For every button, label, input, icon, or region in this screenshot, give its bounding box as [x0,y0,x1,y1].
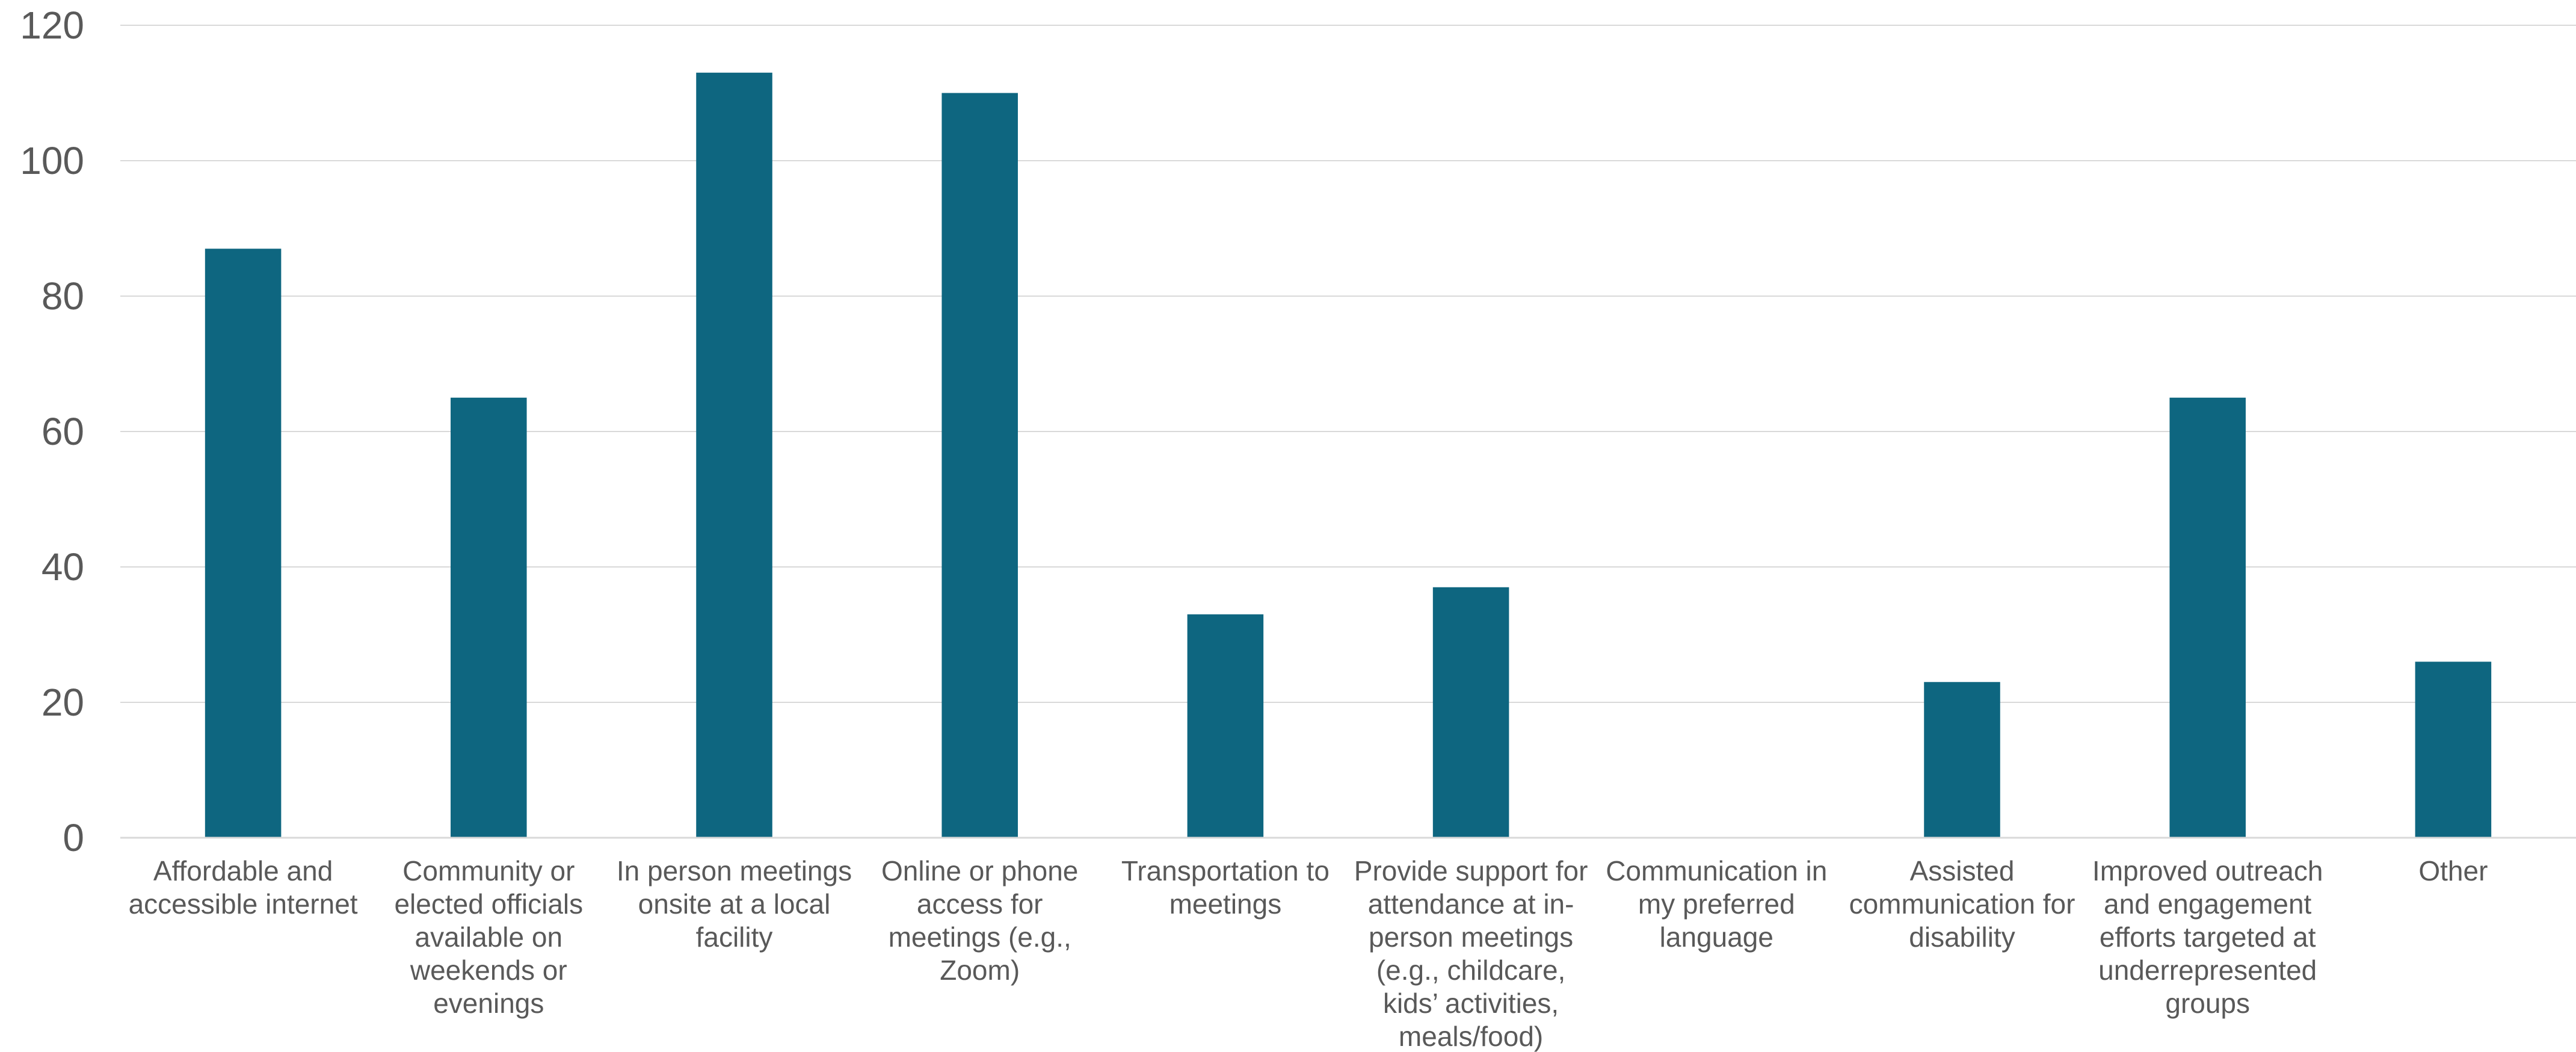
x-axis-category-labels: Affordable and accessible internet Communi… [129,855,2488,1052]
gridlines [120,25,2576,703]
y-tick-label-60: 60 [42,410,84,453]
x-category-label-5: Transportation to meetings [1121,855,1330,920]
bars [205,72,2492,838]
x-category-label-7: Communication in my preferred language [1606,855,1827,953]
x-category-label-9: Improved outreach and engagement efforts t… [2092,855,2323,1019]
x-category-label-3: In person meetings onsite at a local facil… [617,855,852,953]
y-tick-label-0: 0 [63,816,84,859]
y-axis-tick-labels: 0 20 40 60 80 100 120 [20,4,84,859]
bar-9 [2169,397,2246,838]
x-category-label-10: Other [2418,855,2488,886]
bar-5 [1187,614,1264,838]
bar-2 [451,397,527,838]
x-category-label-8: Assisted communication for disability [1849,855,2075,953]
x-category-label-6: Provide support for attendance at in-pers… [1354,855,1588,1052]
bar-3 [696,72,772,838]
bar-4 [941,93,1018,838]
bar-8 [1924,682,2000,838]
y-tick-label-100: 100 [20,139,84,182]
y-tick-label-20: 20 [42,681,84,724]
y-tick-label-80: 80 [42,274,84,318]
x-category-label-4: Online or phone access for meetings (e.g.,… [881,855,1078,986]
y-tick-label-120: 120 [20,4,84,47]
bar-6 [1432,587,1509,838]
bar-10 [2415,661,2492,838]
bar-1 [205,249,282,838]
x-category-label-1: Affordable and accessible internet [129,855,358,920]
x-category-label-2: Community or elected officials available o… [394,855,583,1019]
y-tick-label-40: 40 [42,545,84,589]
